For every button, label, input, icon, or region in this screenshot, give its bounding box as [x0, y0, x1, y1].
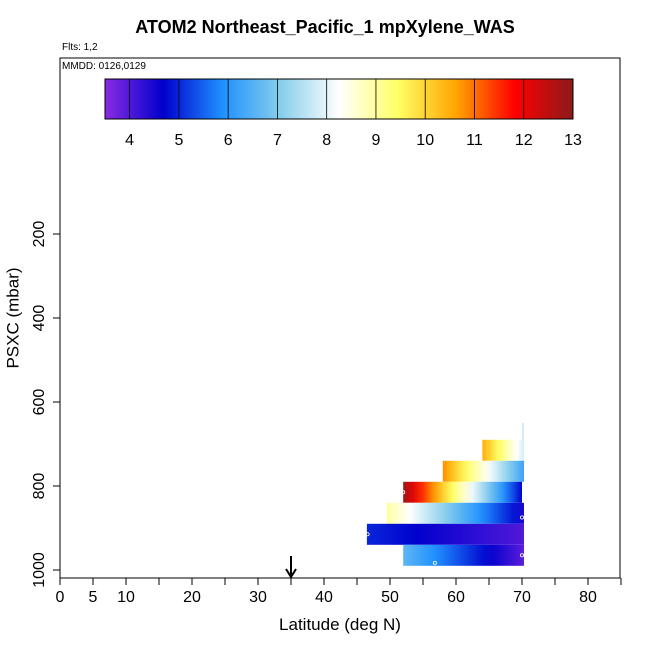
colorbar-tick-label: 10 [416, 132, 434, 149]
colorbar: 4 5 6 7 8 9 10 11 12 13 [104, 78, 582, 149]
x-tick-label: 10 [117, 589, 135, 606]
sample-point [520, 515, 525, 520]
plot-frame [59, 57, 621, 579]
arrow-marker-head [285, 568, 297, 579]
colorbar-tick-label: 11 [466, 132, 483, 149]
y-axis-label: PSXC (mbar) [3, 267, 22, 368]
data-band [522, 423, 524, 440]
y-tick-label: 1000 [31, 552, 48, 588]
y-tick-label: 600 [31, 389, 48, 416]
colorbar-tick-label: 13 [564, 132, 582, 149]
sample-point [432, 560, 437, 565]
colorbar-tick-label: 5 [174, 132, 183, 149]
sample-point [401, 490, 406, 495]
x-tick-label: 5 [89, 589, 98, 606]
colorbar-tick-label: 12 [515, 132, 533, 149]
colorbar-gradient [104, 78, 574, 120]
y-tick-label: 200 [31, 221, 48, 248]
axes: 0 5 10 20 30 40 50 60 70 80 Latitude (deg N) 200 400… [3, 57, 622, 634]
data-band [482, 439, 524, 461]
colorbar-tick-label: 7 [273, 132, 282, 149]
data-band [403, 481, 522, 503]
mmdd-label: MMDD: 0126,0129 [62, 61, 146, 72]
y-tick-label: 400 [31, 305, 48, 332]
y-tick-label: 800 [31, 473, 48, 500]
chart-title: ATOM2 Northeast_Pacific_1 mpXylene_WAS [135, 17, 515, 37]
data-band [366, 523, 524, 545]
x-tick-label: 20 [183, 589, 201, 606]
data-band [442, 460, 524, 482]
sample-point [365, 532, 370, 537]
x-tick-label: 60 [447, 589, 465, 606]
x-tick-label: 80 [579, 589, 597, 606]
x-tick-label: 0 [56, 589, 65, 606]
colorbar-tick-label: 9 [371, 132, 380, 149]
x-axis-label: Latitude (deg N) [279, 615, 401, 634]
data-band [386, 502, 524, 524]
flights-label: Flts: 1,2 [62, 42, 98, 53]
colorbar-tick-label: 4 [125, 132, 134, 149]
colorbar-tick-label: 8 [322, 132, 331, 149]
sample-point [520, 553, 525, 558]
x-tick-label: 50 [381, 589, 399, 606]
x-tick-label: 40 [315, 589, 333, 606]
plot-area [285, 423, 525, 579]
x-tick-label: 70 [513, 589, 531, 606]
colorbar-tick-label: 6 [224, 132, 233, 149]
x-tick-label: 30 [249, 589, 267, 606]
data-band [403, 544, 524, 566]
